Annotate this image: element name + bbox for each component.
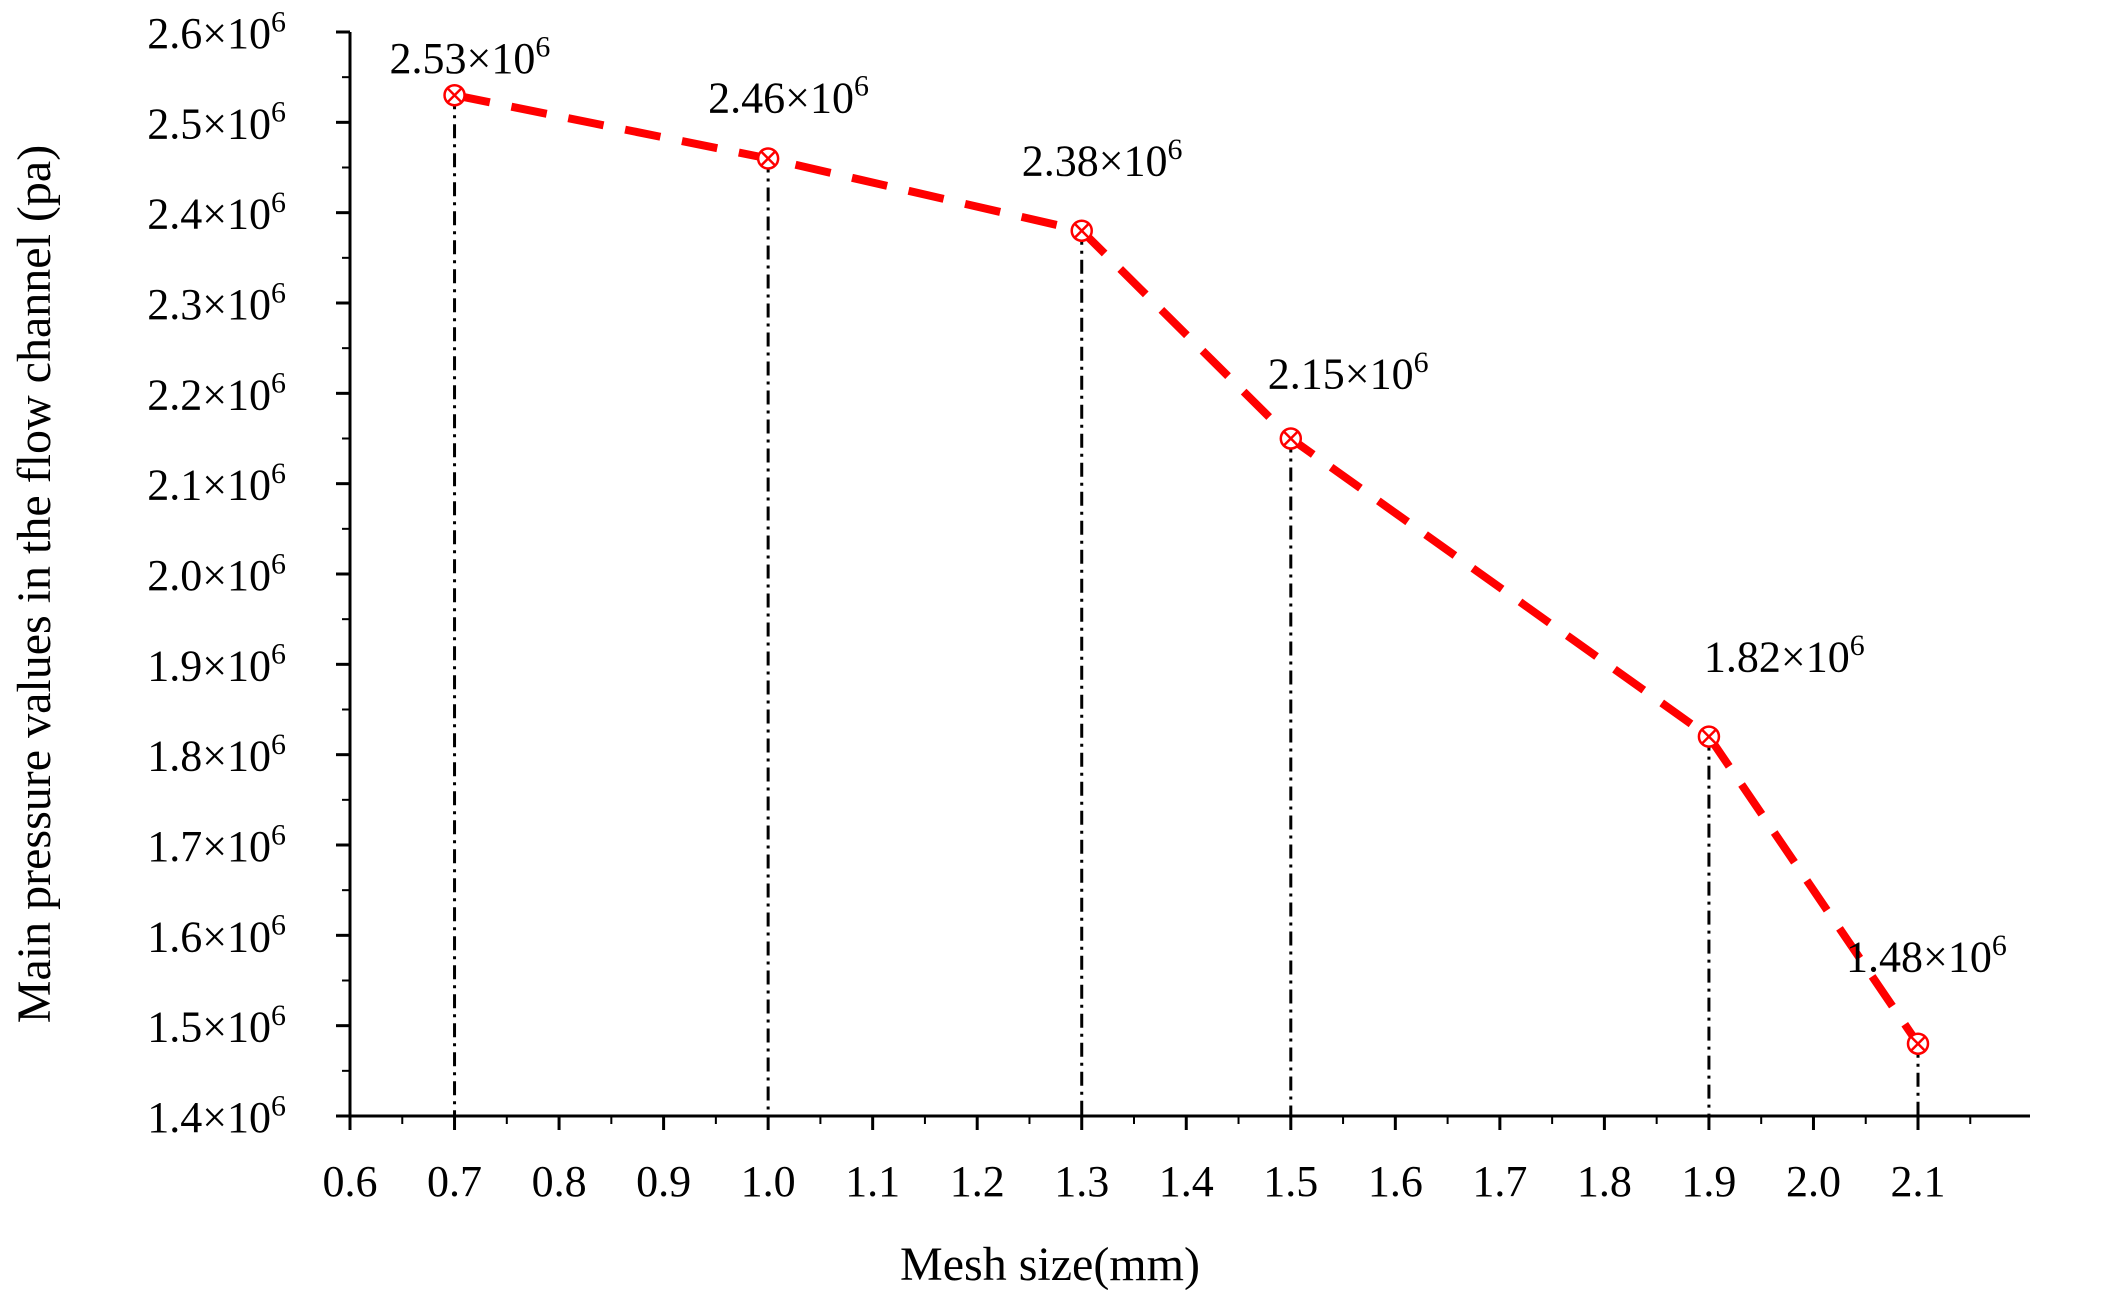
y-tick-label: 1.8×106 [147, 728, 286, 781]
x-tick-label: 1.4 [1159, 1157, 1214, 1206]
data-point-label: 2.46×106 [708, 70, 869, 123]
x-tick-label: 1.1 [845, 1157, 900, 1206]
x-tick-label: 1.5 [1263, 1157, 1318, 1206]
x-tick-label: 1.2 [950, 1157, 1005, 1206]
data-point-label: 2.38×106 [1022, 133, 1183, 186]
drop-lines [453, 95, 1920, 1116]
y-tick-label: 1.5×106 [147, 999, 286, 1052]
data-point-marker [443, 83, 466, 107]
data-point-label: 2.15×106 [1268, 346, 1429, 399]
y-axis-title: Main pressure values in the flow channel… [8, 145, 61, 1023]
x-tick-label: 2.0 [1786, 1157, 1841, 1206]
series-line-group [453, 91, 1922, 1046]
y-tick-label: 2.2×106 [147, 367, 286, 420]
y-tick-label: 1.6×106 [147, 909, 286, 962]
x-tick-label: 1.7 [1472, 1157, 1527, 1206]
x-tick-label: 0.9 [636, 1157, 691, 1206]
x-tick-label: 1.3 [1054, 1157, 1109, 1206]
x-tick-label: 1.6 [1368, 1157, 1423, 1206]
y-tick-label: 1.4×106 [147, 1089, 286, 1142]
y-tick-label: 2.0×106 [147, 547, 286, 600]
data-point-label: 2.53×106 [390, 31, 551, 84]
data-point-marker [1279, 427, 1303, 450]
data-point-marker [1070, 219, 1093, 242]
series-line [453, 91, 1922, 1046]
y-tick-label: 2.5×106 [147, 96, 286, 149]
data-point-label: 1.82×106 [1704, 629, 1865, 682]
x-tick-label: 0.8 [532, 1157, 587, 1206]
point-labels-group: 2.53×106 2.46×106 2.38×106 2.15×106 1.82×106… [390, 31, 2007, 982]
x-axis-title: Mesh size(mm) [900, 1238, 1200, 1290]
x-tick-label: 0.7 [427, 1157, 482, 1206]
x-ticks-group: 0.6 0.7 0.8 0.9 1.0 1.1 1.2 1.3 1.4 1.5 1.6 1.7 1.8 1… [323, 1116, 1972, 1206]
x-tick-label: 1.8 [1577, 1157, 1632, 1206]
y-tick-label: 1.7×106 [147, 818, 286, 871]
x-tick-label: 1.9 [1681, 1157, 1736, 1206]
markers-group [443, 83, 1930, 1055]
y-tick-label: 2.1×106 [147, 457, 286, 510]
data-point-marker [1697, 725, 1721, 748]
y-tick-label: 2.4×106 [147, 186, 286, 239]
data-point-marker [756, 147, 780, 170]
data-point-marker [1906, 1032, 1930, 1055]
x-tick-label: 2.1 [1891, 1157, 1946, 1206]
axes-group [348, 32, 2030, 1118]
y-tick-label: 2.3×106 [147, 276, 286, 329]
data-point-label: 1.48×106 [1846, 929, 2007, 982]
y-tick-label: 1.9×106 [147, 638, 286, 691]
x-tick-label: 0.6 [323, 1157, 378, 1206]
x-tick-label: 1.0 [741, 1157, 796, 1206]
y-ticks-group: 1.4×106 1.5×106 1.6×106 1.7×106 1.8×106 1.9×1… [147, 5, 350, 1142]
y-tick-label: 2.6×106 [147, 5, 286, 58]
